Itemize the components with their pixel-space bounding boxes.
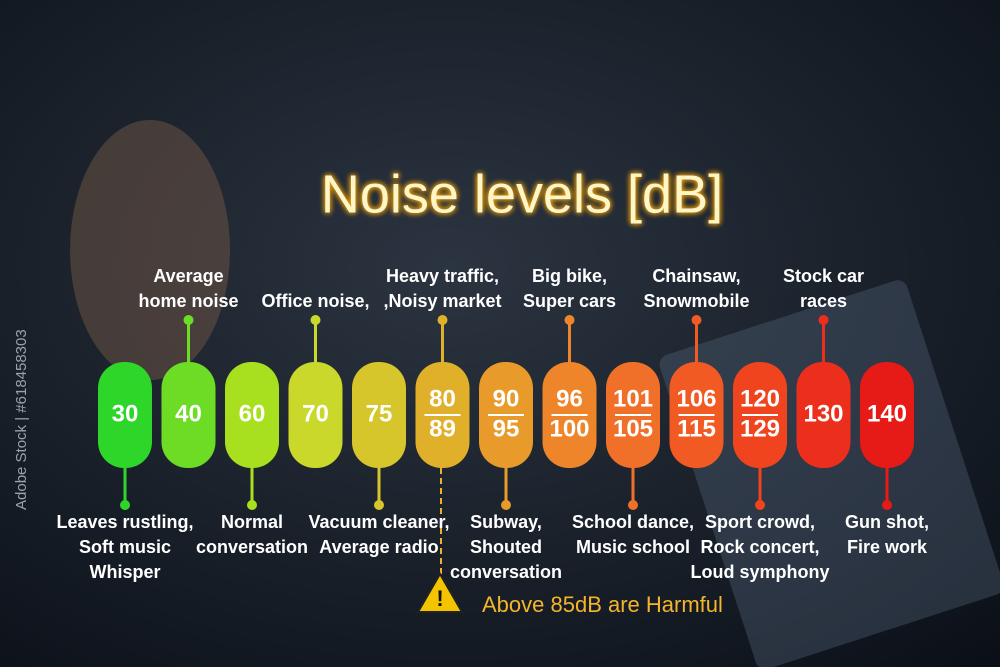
level-note: home noise xyxy=(138,291,238,311)
level-pill xyxy=(288,362,343,468)
level-value: 100 xyxy=(549,415,589,442)
level-value: 40 xyxy=(175,400,202,427)
level-note: Sport crowd, xyxy=(705,512,815,532)
level-note: Vacuum cleaner, xyxy=(308,512,449,532)
level-pill xyxy=(98,362,152,468)
level-value: 96 xyxy=(556,385,583,412)
stem-dot xyxy=(437,315,448,325)
svg-text:!: ! xyxy=(436,586,443,611)
stem-dot xyxy=(120,500,130,510)
level-note: Big bike, xyxy=(532,266,607,286)
level-note: Rock concert, xyxy=(700,537,819,557)
stem-dot xyxy=(755,500,765,510)
level-pill xyxy=(161,362,216,468)
stem-dot xyxy=(818,315,829,325)
level-value: 105 xyxy=(613,415,653,442)
level-note: Snowmobile xyxy=(643,291,749,311)
level-value: 101 xyxy=(613,385,653,412)
level-note: Normal xyxy=(221,512,283,532)
stem-dot xyxy=(247,500,257,510)
level-note: Shouted xyxy=(470,537,542,557)
level-pill xyxy=(225,362,279,468)
level-note: School dance, xyxy=(572,512,694,532)
level-note: races xyxy=(800,291,847,311)
stem-dot xyxy=(691,315,702,325)
level-value: 60 xyxy=(239,400,266,427)
level-value: 89 xyxy=(429,415,456,442)
level-note: Office noise, xyxy=(261,291,369,311)
level-pill xyxy=(860,362,914,468)
level-value: 140 xyxy=(867,400,907,427)
level-note: Music school xyxy=(576,537,690,557)
level-pill xyxy=(796,362,851,468)
level-note: Heavy traffic, xyxy=(386,266,499,286)
level-value: 30 xyxy=(112,400,139,427)
level-note: Soft music xyxy=(79,537,171,557)
level-value: 120 xyxy=(740,385,780,412)
level-pill xyxy=(352,362,406,468)
stem-dot xyxy=(628,500,638,510)
level-value: 75 xyxy=(366,400,393,427)
level-note: Gun shot, xyxy=(845,512,929,532)
level-note: Average radio xyxy=(319,537,438,557)
level-note: Leaves rustling, xyxy=(56,512,193,532)
side-text: Adobe Stock | #618458303 xyxy=(13,329,30,510)
title: Noise levels [dB] xyxy=(321,164,723,224)
level-value: 95 xyxy=(493,415,520,442)
level-value: 115 xyxy=(677,415,716,442)
level-value: 90 xyxy=(493,385,520,412)
level-note: Super cars xyxy=(523,291,616,311)
level-value: 80 xyxy=(429,385,456,412)
stem-dot xyxy=(374,500,384,510)
level-note: Average xyxy=(153,266,223,286)
level-note: ,Noisy market xyxy=(383,291,501,311)
level-note: Loud symphony xyxy=(691,562,830,582)
stem-dot xyxy=(501,500,511,510)
level-value: 70 xyxy=(302,400,329,427)
hand-photo xyxy=(70,120,230,380)
stem-dot xyxy=(183,315,194,325)
level-note: Fire work xyxy=(847,537,928,557)
warning: Above 85dB are Harmful xyxy=(482,592,723,617)
level-value: 130 xyxy=(803,400,843,427)
level-note: conversation xyxy=(450,562,562,582)
level-note: Stock car xyxy=(783,266,864,286)
stem-dot xyxy=(564,315,575,325)
level-note: Subway, xyxy=(470,512,542,532)
level-note: Chainsaw, xyxy=(652,266,740,286)
level-note: conversation xyxy=(196,537,308,557)
stem-dot xyxy=(882,500,892,510)
level-value: 129 xyxy=(740,415,780,442)
level-note: Whisper xyxy=(89,562,160,582)
warning-icon: ! xyxy=(416,572,464,613)
stem-dot xyxy=(310,315,321,325)
level-value: 106 xyxy=(676,385,716,412)
